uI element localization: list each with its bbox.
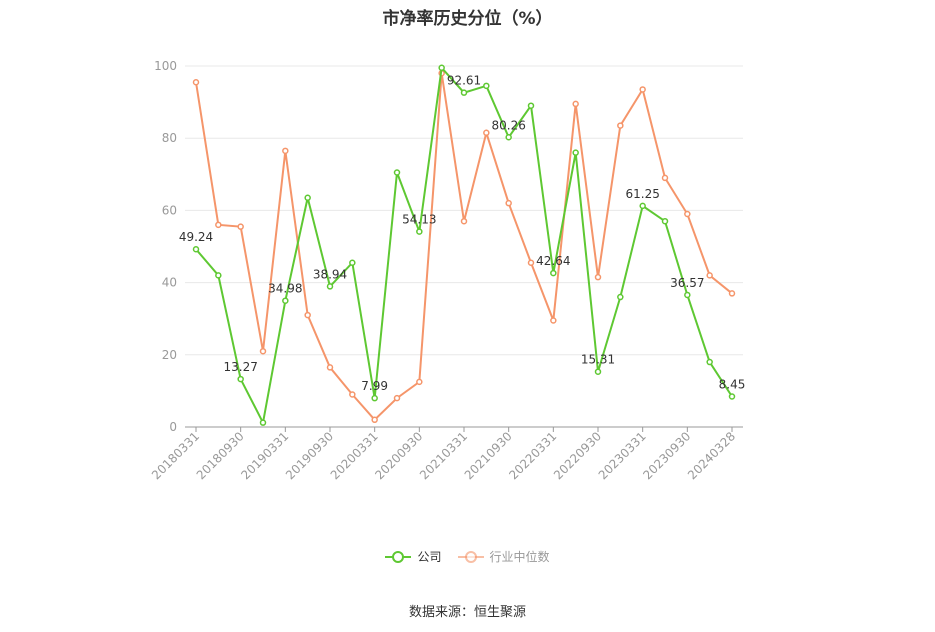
data-point-industry-median [684,210,691,218]
data-label: 54.13 [402,213,436,227]
data-point-company [684,291,691,299]
data-point-industry-median [550,317,557,324]
y-tick-label: 100 [154,59,177,73]
data-point-company [550,269,557,277]
data-point-industry-median [349,391,356,398]
data-point-industry-median [393,394,401,402]
legend-line-icon [385,550,412,563]
x-tick-label: 20180930 [194,429,247,482]
x-tick-label: 20240328 [685,429,738,482]
data-point-industry-median [416,378,423,386]
data-point-industry-median [572,100,579,108]
data-point-industry-median [483,129,490,137]
legend-line-icon [457,550,484,563]
data-point-industry-median [661,174,669,182]
series-line-industry-median [195,73,733,422]
data-point-company [661,217,669,225]
x-tick-label: 20220331 [506,429,559,482]
legend-label: 公司 [417,550,442,564]
data-point-industry-median [259,347,267,355]
data-point-company [483,82,490,90]
data-point-industry-median [237,223,244,230]
data-label: 38.94 [313,267,347,281]
data-point-company [349,259,356,266]
data-point-company [460,89,468,96]
data-point-industry-median [617,122,624,129]
x-tick-label: 20210930 [462,429,515,482]
chart-title: 市净率历史分位（%） [382,9,553,29]
data-point-company [706,358,713,366]
data-point-industry-median [215,221,222,229]
data-point-company [304,194,311,202]
data-point-industry-median [326,364,334,371]
data-point-industry-median [594,273,602,281]
x-tick-label: 20200331 [328,429,381,482]
data-label: 80.26 [491,118,525,132]
data-label: 36.57 [670,276,704,290]
x-tick-label: 20200930 [372,429,425,482]
data-point-company [282,297,289,304]
data-point-company [572,149,579,156]
data-point-company [215,272,222,279]
data-point-company [728,393,736,400]
data-label: 34.98 [268,282,302,296]
y-tick-label: 80 [162,131,177,145]
x-tick-label: 20230930 [640,429,693,482]
data-label: 42.64 [536,254,570,268]
x-tick-label: 20190331 [238,429,291,482]
y-tick-label: 20 [162,348,177,362]
legend: 公司 行业中位数 [0,548,935,565]
data-point-company [527,102,535,109]
data-point-company [594,368,602,375]
data-point-industry-median [505,199,512,207]
data-label: 13.27 [223,360,257,374]
y-tick-label: 0 [169,420,177,434]
data-point-industry-median [371,416,378,424]
data-point-company [505,134,512,141]
data-label: 92.61 [447,74,481,88]
x-tick-label: 20230331 [596,429,649,482]
x-tick-label: 20190930 [283,429,336,482]
data-point-industry-median [460,217,468,225]
legend-item-company[interactable]: 公司 [385,548,442,565]
data-point-industry-median [639,86,646,93]
data-point-industry-median [728,290,736,297]
source-label: 数据来源：恒生聚源 [408,605,526,620]
data-point-company [259,419,267,426]
x-tick-label: 20220930 [551,429,604,482]
data-point-company [438,64,445,72]
data-label: 49.24 [179,230,213,244]
data-label: 8.45 [719,377,746,391]
data-label: 7.99 [361,379,388,393]
data-point-company [192,245,200,253]
data-point-industry-median [282,147,289,155]
x-tick-label: 20210331 [417,429,470,482]
y-tick-label: 60 [162,203,177,217]
legend-label: 行业中位数 [489,550,550,564]
data-point-company [326,283,334,290]
y-tick-label: 40 [162,276,177,290]
data-point-company [639,202,646,210]
data-point-company [393,169,401,176]
data-point-industry-median [706,272,713,279]
data-label: 15.31 [581,353,615,367]
data-label: 61.25 [625,187,659,201]
data-point-industry-median [192,78,200,86]
data-point-company [237,375,244,383]
data-point-industry-median [527,259,535,266]
legend-item-industry-median[interactable]: 行业中位数 [457,548,550,565]
data-point-company [416,228,423,235]
data-point-company [371,394,378,402]
data-point-industry-median [304,311,311,319]
data-point-company [617,293,624,301]
x-tick-label: 20180331 [149,429,202,482]
